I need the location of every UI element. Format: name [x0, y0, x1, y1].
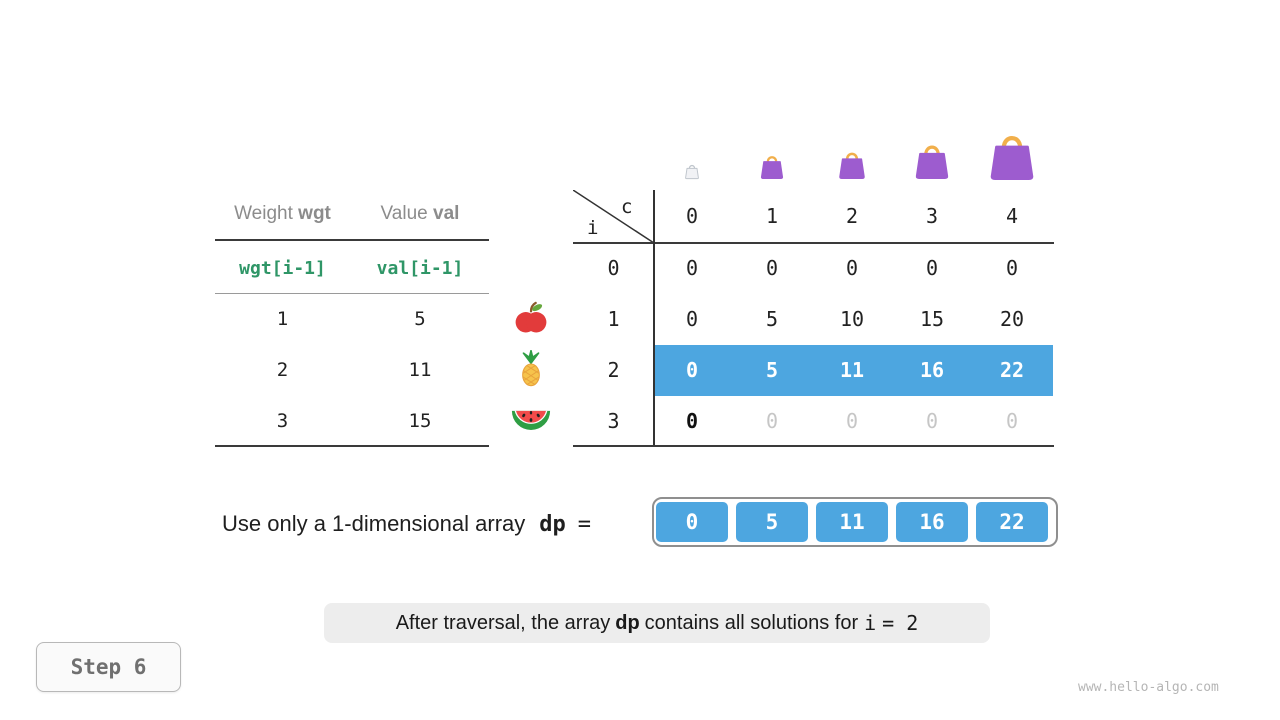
dp-table-bottom-rule	[573, 445, 1054, 447]
dp-row-header-0: 0	[607, 256, 620, 280]
dp-cell-2-0: 0	[685, 358, 699, 382]
dp-cell-3-1: 0	[765, 409, 779, 433]
dp-cell-0-4: 0	[1005, 256, 1019, 280]
bag-icon-capacity-4	[990, 136, 1034, 180]
dp-cell-3-4: 0	[1005, 409, 1019, 433]
dp-array-cell-4: 22	[976, 502, 1048, 542]
dp-cell-1-4: 20	[999, 307, 1025, 331]
dp-cell-2-3: 16	[919, 358, 945, 382]
item-value-3: 15	[408, 410, 432, 432]
dp-array-label-text: Use only a 1-dimensional array	[222, 511, 526, 536]
corner-label-c: c	[621, 196, 633, 218]
items-table-header-rule	[215, 239, 489, 241]
dp-cell-0-3: 0	[925, 256, 939, 280]
dp-cell-1-3: 15	[919, 307, 945, 331]
dp-cell-0-1: 0	[765, 256, 779, 280]
dp-cell-0-2: 0	[845, 256, 859, 280]
items-table-mid-rule	[215, 293, 489, 294]
items-col-header-value: Value val	[350, 196, 490, 232]
dp-cell-1-0: 0	[685, 307, 699, 331]
note-code-i: i	[864, 611, 877, 635]
items-col-header-weight: Weight wgt	[215, 196, 350, 232]
formula-val: val[i-1]	[376, 258, 464, 279]
items-table-bottom-rule	[215, 445, 489, 447]
dp-cell-0-0: 0	[685, 256, 699, 280]
item-weight-3: 3	[276, 410, 289, 432]
bag-icon-capacity-2	[839, 152, 865, 179]
corner-label-i: i	[587, 217, 599, 239]
dp-table-header-rule	[573, 242, 1054, 244]
item-weight-2: 2	[276, 359, 289, 381]
pineapple-icon	[522, 350, 540, 387]
dp-cell-1-1: 5	[765, 307, 779, 331]
dp-array-label: Use only a 1-dimensional array dp =	[222, 509, 591, 539]
dp-cell-3-3: 0	[925, 409, 939, 433]
dp-cell-2-4: 22	[999, 358, 1025, 382]
dp-col-header-1: 1	[765, 204, 779, 228]
note-middle: contains all solutions for	[644, 611, 859, 634]
highlighted-row-background	[655, 345, 1053, 396]
note-prefix: After traversal, the array	[395, 611, 611, 634]
dp-array-cell-1: 5	[736, 502, 808, 542]
value-header-text: Value	[380, 203, 434, 224]
dp-row-header-1: 1	[607, 307, 620, 331]
note-suffix: = 2	[882, 611, 919, 635]
formula-wgt: wgt[i-1]	[239, 258, 326, 279]
dp-col-header-0: 0	[685, 204, 699, 228]
apple-icon	[515, 301, 547, 333]
dp-array-cell-2: 11	[816, 502, 888, 542]
dp-array-cell-3: 16	[896, 502, 968, 542]
dp-cell-2-2: 11	[839, 358, 865, 382]
dp-cell-3-2: 0	[845, 409, 859, 433]
note-dp-var: dp	[615, 611, 640, 634]
bag-icon-capacity-3	[915, 145, 949, 179]
dp-cell-1-2: 10	[839, 307, 865, 331]
watermark: www.hello-algo.com	[1078, 680, 1219, 695]
dp-col-header-4: 4	[1005, 204, 1019, 228]
watermelon-icon	[511, 410, 551, 430]
bag-icon-capacity-1	[760, 156, 784, 179]
item-value-1: 5	[414, 308, 426, 330]
corner-diagonal-line	[573, 190, 654, 243]
dp-row-header-2: 2	[607, 358, 620, 382]
weight-header-text: Weight	[234, 203, 299, 224]
dp-col-header-3: 3	[925, 204, 939, 228]
dp-col-header-2: 2	[845, 204, 859, 228]
weight-header-var: wgt	[298, 203, 331, 224]
step-badge: Step 6	[36, 642, 181, 692]
dp-var-name: dp	[539, 512, 566, 537]
dp-cell-3-0: 0	[685, 409, 699, 433]
dp-cell-2-1: 5	[765, 358, 779, 382]
equals-sign: =	[577, 512, 592, 537]
item-value-2: 11	[408, 359, 432, 381]
bag-icon-capacity-0	[685, 164, 699, 180]
note-pill: After traversal, the array dp contains a…	[324, 603, 990, 643]
dp-array-cell-0: 0	[656, 502, 728, 542]
dp-row-header-3: 3	[607, 409, 620, 433]
dp-table-vertical-rule	[653, 190, 655, 447]
item-weight-1: 1	[276, 308, 289, 330]
value-header-var: val	[433, 203, 460, 224]
